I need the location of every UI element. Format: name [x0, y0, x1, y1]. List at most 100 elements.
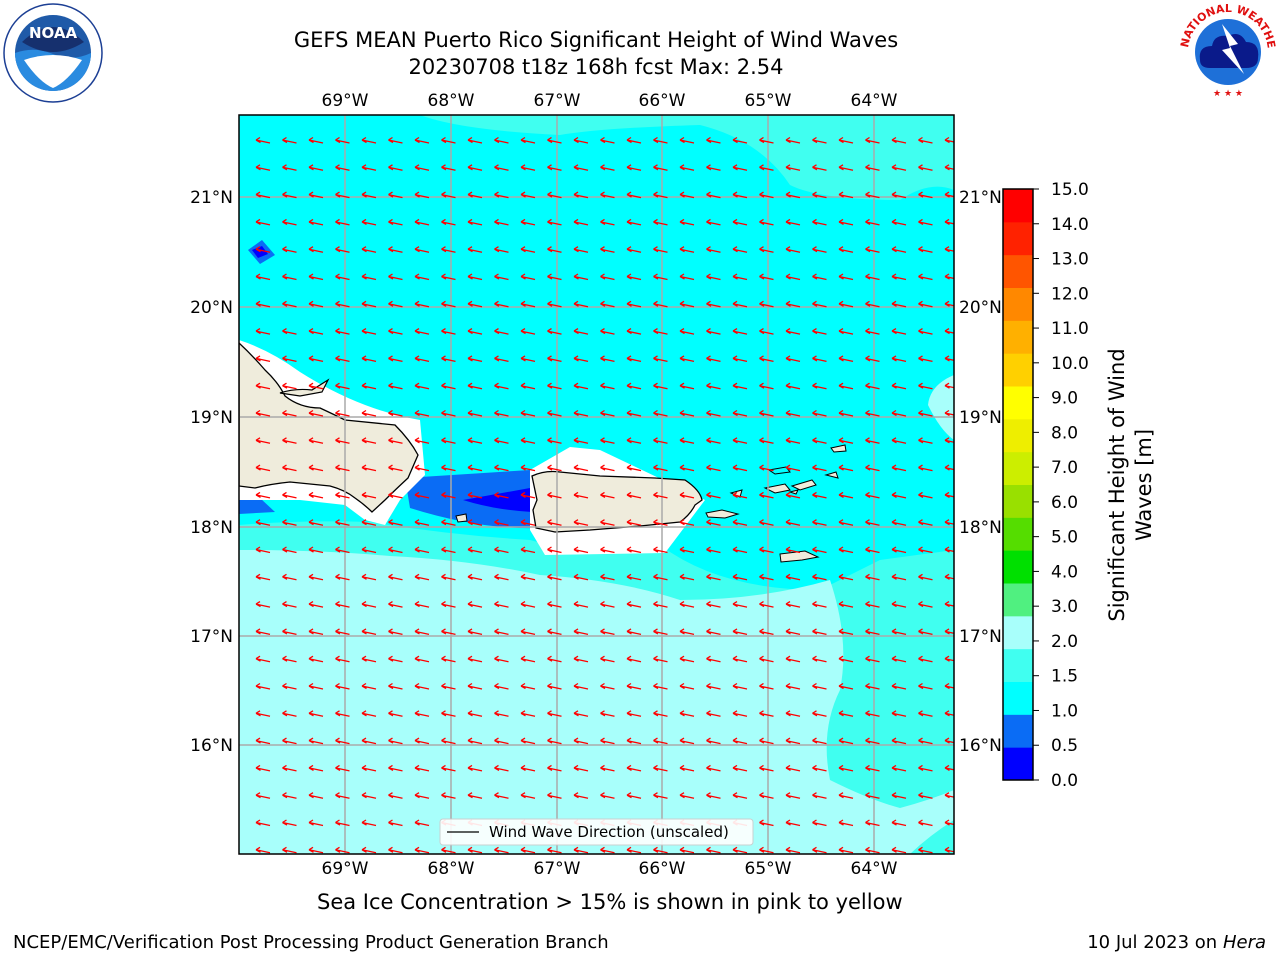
wave-direction-arrow — [706, 437, 721, 444]
wave-direction-arrow — [732, 218, 748, 226]
wave-direction-arrow — [573, 273, 589, 281]
wave-direction-arrow — [308, 710, 324, 717]
wave-direction-arrow — [255, 136, 271, 144]
wave-direction-arrow — [944, 355, 954, 362]
wave-direction-arrow — [520, 328, 536, 335]
wave-direction-arrow — [308, 191, 324, 199]
wave-direction-arrow — [626, 601, 642, 608]
wave-direction-arrow — [414, 737, 430, 745]
wave-direction-arrow — [653, 764, 668, 772]
wave-direction-arrow — [653, 164, 668, 171]
wave-direction-arrow — [785, 136, 801, 144]
wave-direction-arrow — [785, 355, 801, 363]
wave-direction-arrow — [494, 464, 509, 472]
wave-direction-arrow — [838, 273, 854, 281]
wave-direction-arrow — [918, 573, 933, 581]
svg-text:Waves [m]: Waves [m] — [1132, 429, 1156, 541]
wave-direction-arrow — [865, 464, 880, 472]
svg-text:Significant Height of Wind: Significant Height of Wind — [1105, 348, 1129, 621]
wave-direction-arrow — [520, 519, 536, 526]
wave-direction-arrow — [706, 355, 721, 363]
wave-direction-arrow — [282, 191, 297, 199]
wave-direction-arrow — [785, 573, 801, 581]
colorbar-segment — [1003, 648, 1033, 682]
wave-direction-arrow — [812, 601, 827, 608]
wave-direction-arrow — [520, 136, 536, 144]
colorbar-segment — [1003, 189, 1033, 223]
wave-direction-arrow — [679, 764, 695, 772]
wave-direction-arrow — [600, 246, 615, 253]
wave-direction-arrow — [679, 792, 695, 799]
wave-direction-arrow — [308, 273, 324, 281]
wave-direction-arrow — [335, 846, 350, 854]
wave-direction-arrow — [282, 628, 297, 636]
wave-direction-arrow — [679, 382, 695, 390]
wave-direction-arrow — [388, 136, 403, 144]
wave-direction-arrow — [547, 546, 562, 554]
wave-direction-arrow — [600, 792, 615, 799]
svg-text:16°N: 16°N — [959, 736, 1002, 756]
wave-direction-arrow — [759, 218, 774, 226]
wave-direction-arrow — [441, 328, 456, 335]
wave-direction-arrow — [547, 246, 562, 253]
wave-direction-arrow — [918, 628, 933, 636]
wave-direction-arrow — [865, 682, 880, 690]
wave-direction-arrow — [706, 136, 721, 144]
wave-direction-arrow — [865, 300, 880, 308]
wave-direction-arrow — [335, 437, 350, 444]
wave-direction-arrow — [891, 218, 907, 226]
wave-direction-arrow — [891, 136, 907, 144]
wave-direction-arrow — [573, 191, 589, 199]
wave-direction-arrow — [335, 273, 350, 281]
wave-direction-arrow — [732, 273, 748, 281]
wave-direction-arrow — [732, 409, 748, 417]
land-st-croix — [779, 550, 820, 563]
wave-direction-arrow — [918, 409, 933, 417]
wave-direction-arrow — [467, 601, 483, 608]
wave-direction-arrow — [626, 519, 642, 526]
wave-direction-arrow — [335, 819, 350, 827]
map-legend: Wind Wave Direction (unscaled) — [439, 818, 754, 846]
wave-direction-arrow — [838, 792, 854, 799]
wave-direction-arrow — [255, 164, 271, 171]
wave-direction-arrow — [838, 300, 854, 308]
wave-direction-arrow — [653, 655, 668, 663]
wave-direction-arrow — [944, 819, 954, 826]
graticule — [239, 115, 954, 854]
wave-direction-arrow — [838, 464, 854, 472]
colorbar-tick-label: 0.5 — [1051, 736, 1078, 756]
wave-direction-arrow — [573, 355, 589, 363]
wave-direction-arrow — [653, 792, 668, 799]
wave-direction-arrow — [679, 491, 695, 499]
wave-direction-arrow — [838, 409, 854, 417]
wave-direction-arrow — [759, 655, 774, 663]
wave-direction-arrow — [706, 628, 721, 636]
wave-direction-arrow — [732, 601, 748, 608]
wave-direction-arrow — [812, 846, 827, 854]
wave-direction-arrow — [812, 519, 827, 526]
wave-direction-arrow — [494, 628, 509, 636]
wave-direction-arrow — [706, 764, 721, 772]
wave-direction-arrow — [785, 519, 801, 526]
colorbar-tick-label: 1.0 — [1051, 701, 1078, 721]
wave-direction-arrow — [865, 601, 880, 608]
colorbar-segment — [1003, 714, 1033, 748]
wave-direction-arrow — [573, 601, 589, 608]
wave-direction-arrow — [335, 136, 350, 144]
wave-direction-arrow — [494, 846, 509, 854]
colorbar-segment — [1003, 320, 1033, 354]
colorbar-tick-label: 5.0 — [1051, 528, 1078, 548]
wave-direction-arrow — [255, 519, 271, 526]
wave-direction-arrow — [414, 136, 430, 144]
contour-20-30 — [239, 550, 954, 854]
wave-direction-arrow — [308, 737, 324, 745]
wave-direction-arrow — [282, 601, 297, 608]
wave-direction-arrow — [918, 437, 933, 444]
wave-direction-arrow — [255, 246, 271, 253]
wave-direction-arrow — [255, 710, 271, 717]
wave-direction-arrow — [918, 601, 933, 608]
wave-direction-arrow — [679, 682, 695, 690]
wave-direction-arrow — [865, 191, 880, 199]
wave-direction-arrow — [759, 464, 774, 472]
wave-direction-arrow — [414, 355, 430, 363]
